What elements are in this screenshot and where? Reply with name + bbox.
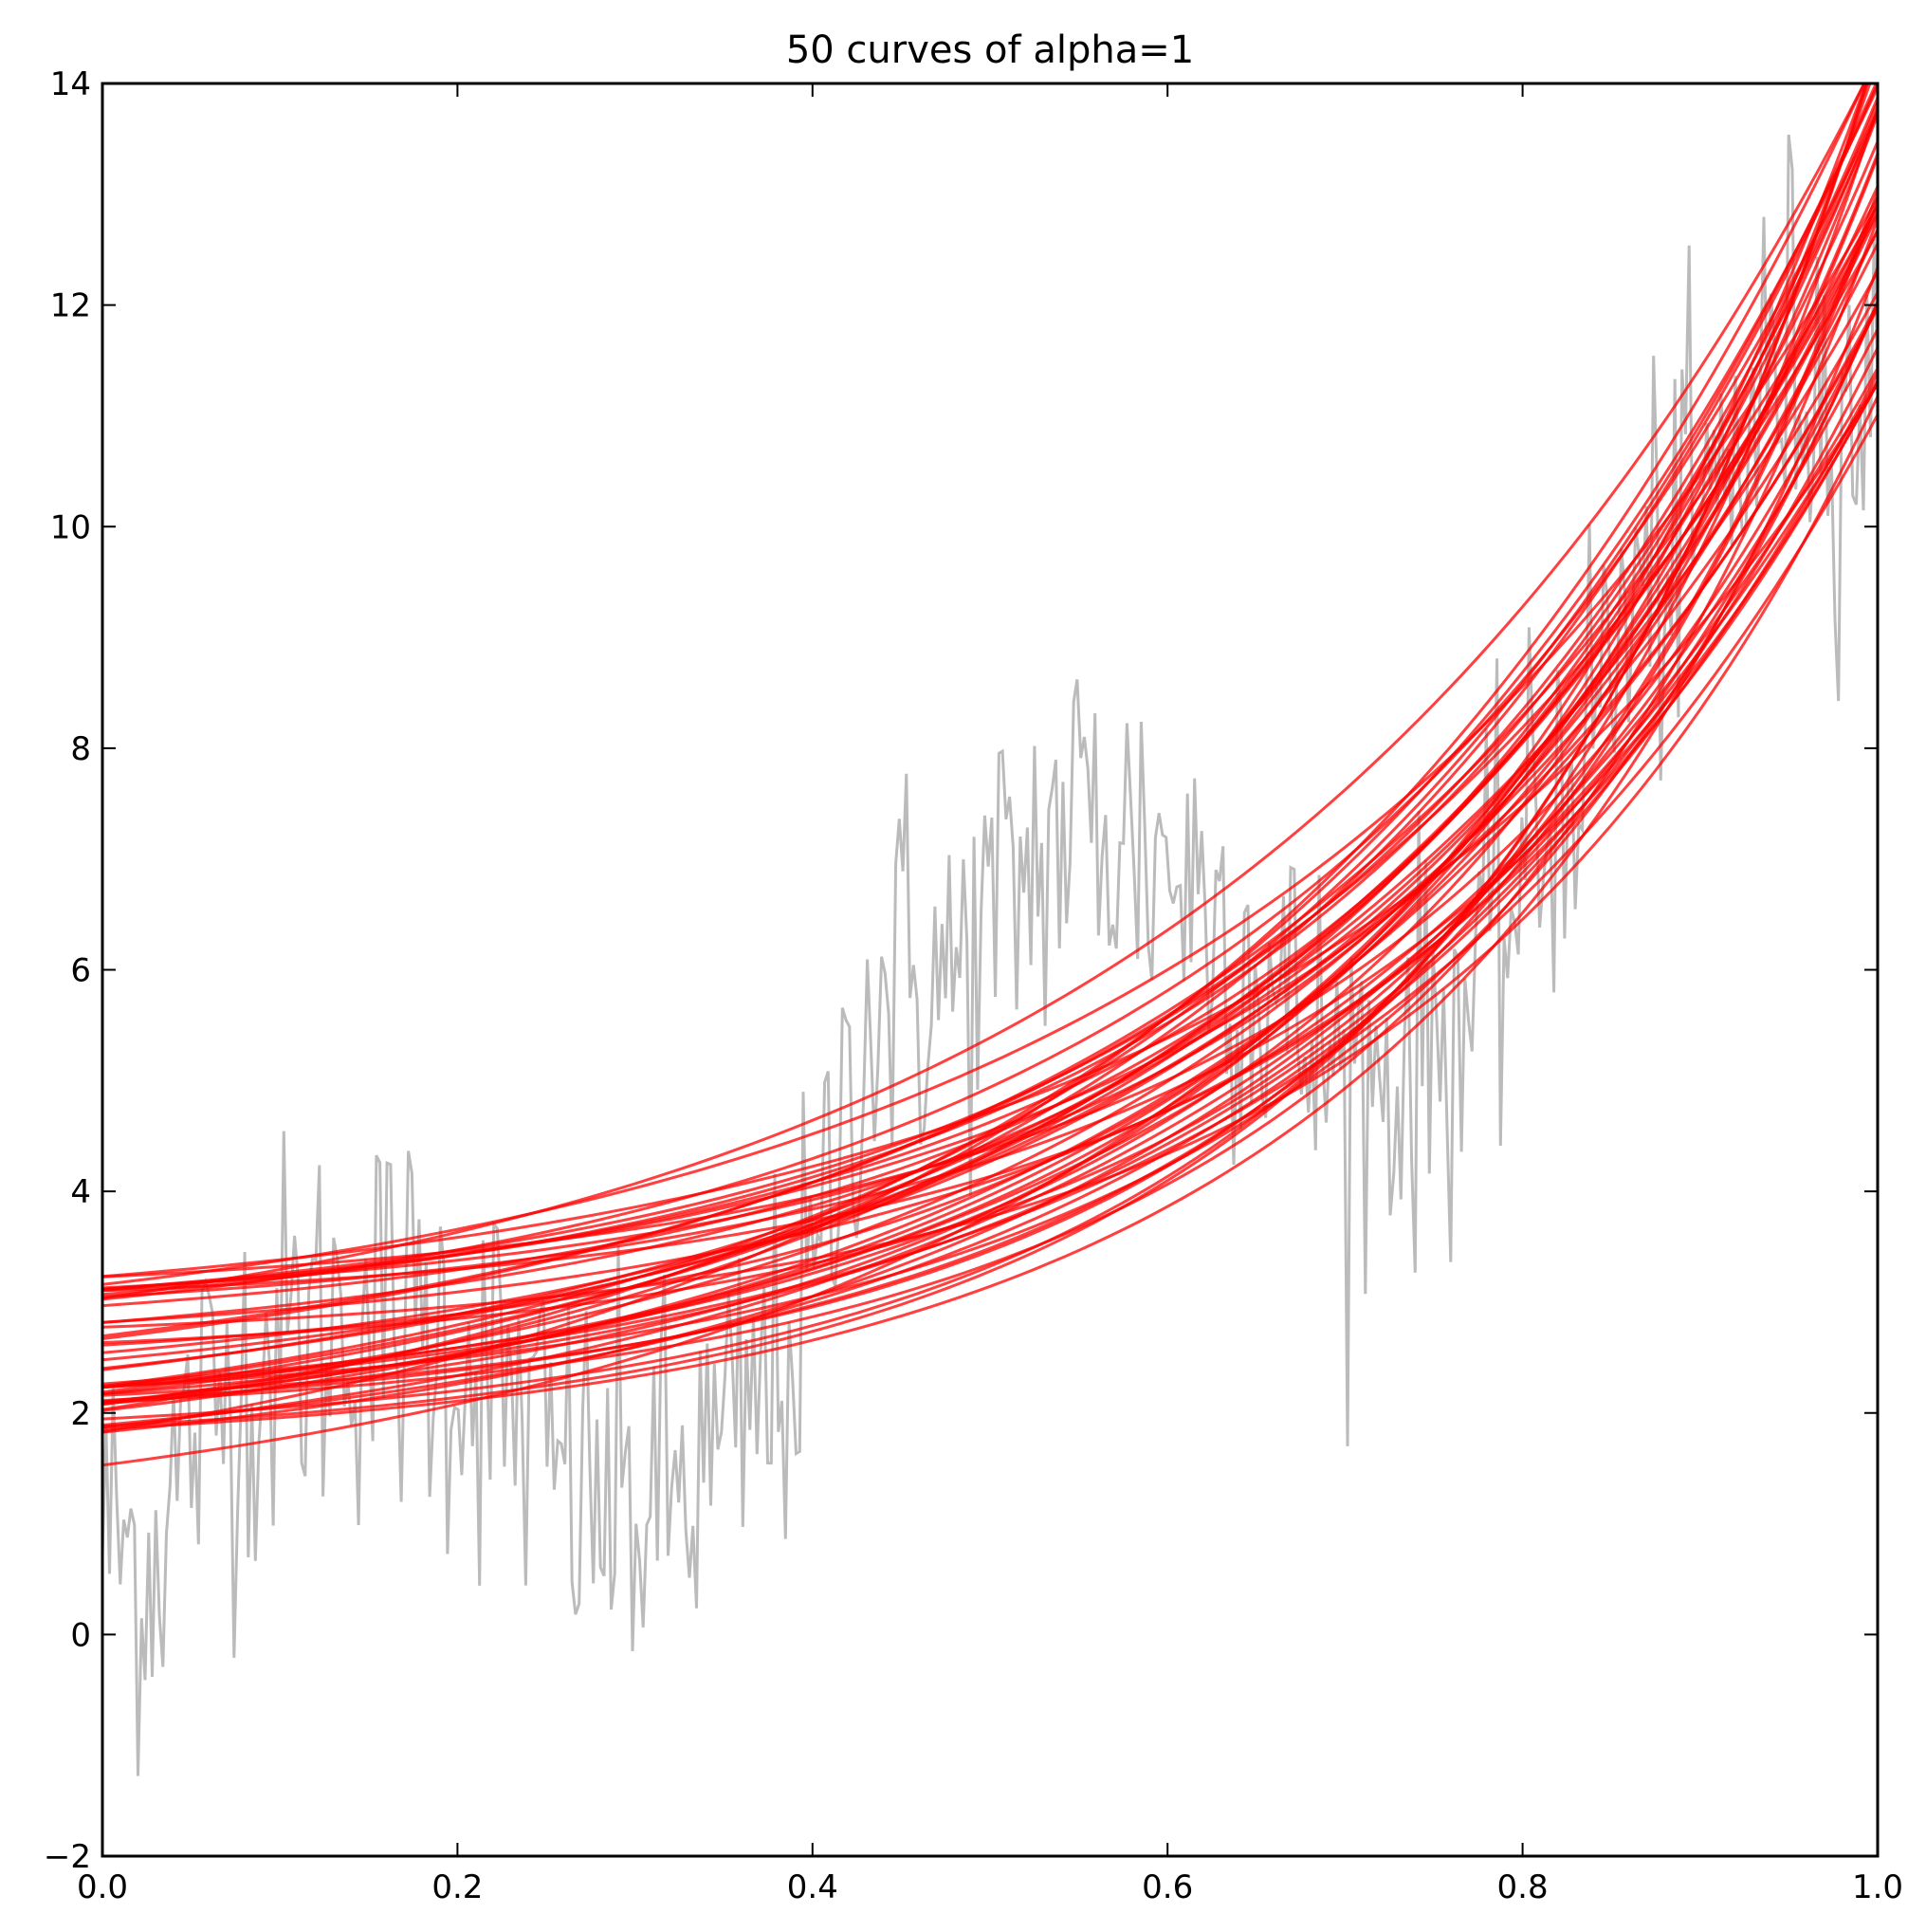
fit-curve-5 (102, 372, 1878, 1426)
fit-curve-24 (102, 328, 1878, 1434)
y-tick-label: 2 (70, 1395, 91, 1433)
fit-curve-38 (102, 107, 1878, 1397)
fit-curve-20 (102, 304, 1878, 1279)
noisy-data-line (102, 134, 1878, 1776)
fit-curve-43 (102, 153, 1878, 1290)
y-tick-label: 4 (70, 1173, 91, 1211)
y-tick-label: 14 (50, 65, 91, 103)
fit-curve-48 (102, 212, 1878, 1407)
ticks-layer: 0.0 0.2 0.4 0.6 0.8 1.0 −2 0 2 4 6 8 10 12 14 (44, 65, 1903, 1906)
x-tick-label: 0.8 (1497, 1868, 1549, 1906)
fit-curve-40 (102, 83, 1878, 1389)
y-tick-label: 6 (70, 952, 91, 990)
fit-curve-17 (102, 414, 1878, 1389)
fit-curve-28 (102, 206, 1878, 1324)
fit-curve-46 (102, 291, 1878, 1371)
fit-curve-22 (102, 109, 1878, 1301)
y-tick-label: 8 (70, 730, 91, 768)
fit-curve-36 (102, 191, 1878, 1345)
fit-curve-23 (102, 230, 1878, 1338)
fit-curve-41 (102, 196, 1878, 1286)
plot-data-layer (102, 83, 1878, 1776)
fit-curve-47 (102, 97, 1878, 1291)
fit-curve-10 (102, 203, 1878, 1389)
fit-curve-45 (102, 383, 1878, 1279)
y-tick-label: 12 (50, 287, 91, 325)
fit-curve-32 (102, 396, 1878, 1329)
fit-curve-42 (102, 304, 1878, 1293)
x-tick-label: 1.0 (1852, 1868, 1903, 1906)
x-tick-label: 0.6 (1142, 1868, 1193, 1906)
y-tick-label: 10 (50, 508, 91, 546)
fit-curve-50 (102, 381, 1878, 1324)
plot-frame (101, 82, 1880, 1858)
fit-curve-49 (102, 83, 1868, 1428)
fit-curve-25 (102, 83, 1868, 1406)
fit-curve-9 (102, 83, 1872, 1347)
y-tick-label: −2 (44, 1838, 91, 1876)
x-tick-label: 0.0 (77, 1868, 128, 1906)
x-tick-label: 0.2 (431, 1868, 483, 1906)
fit-curve-44 (102, 307, 1878, 1412)
y-tick-label: 0 (70, 1616, 91, 1654)
fit-curve-35 (102, 243, 1878, 1396)
chart-title: 50 curves of alpha=1 (786, 28, 1194, 72)
fit-curve-1 (102, 199, 1878, 1403)
x-tick-label: 0.4 (787, 1868, 838, 1906)
